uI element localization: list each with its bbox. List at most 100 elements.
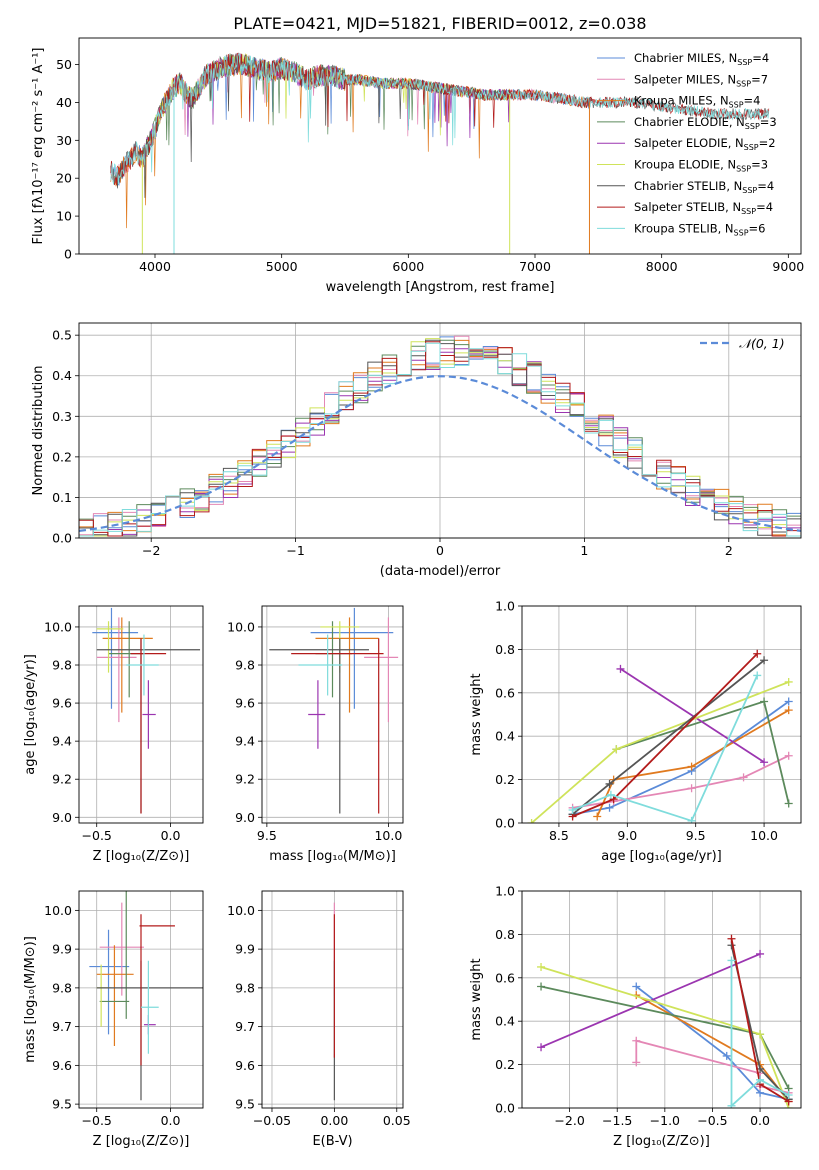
weight-marker (722, 1051, 731, 1060)
x-tick-label: 4000 (139, 259, 171, 274)
x-tick-label: 8000 (646, 259, 678, 274)
y-tick-label: 0.3 (52, 409, 72, 424)
spectrum-line (110, 54, 590, 186)
y-axis-label: mass weight (469, 673, 484, 755)
weight-marker (727, 934, 736, 943)
plot-area (92, 607, 201, 814)
histogram-series (79, 342, 801, 537)
y-tick-label: 10.0 (44, 903, 72, 918)
weight-marker (756, 1075, 765, 1084)
weight-marker (784, 751, 793, 760)
legend-nssp: =3 (751, 158, 768, 172)
legend-subscript: SSP (744, 143, 759, 152)
x-tick-label: 0.00 (320, 1113, 348, 1128)
x-tick-label: 6000 (392, 259, 424, 274)
legend-name: Chabrier STELIB, N (634, 179, 742, 193)
weight-marker (687, 816, 696, 823)
weight-marker (760, 697, 769, 706)
legend-name: Chabrier MILES, N (634, 51, 737, 65)
legend-label: Salpeter STELIB, NSSP=4 (634, 200, 773, 216)
legend-name: Salpeter ELODIE, N (634, 136, 744, 150)
y-axis-label: Normed distribution (31, 366, 46, 496)
weight-marker (784, 677, 793, 686)
weight-marker (527, 819, 536, 823)
y-tick-label: 9.4 (235, 734, 255, 749)
figure-title: PLATE=0421, MJD=51821, FIBERID=0012, z=0… (233, 14, 646, 33)
y-tick-label: 9.6 (235, 1058, 255, 1073)
weight-marker (727, 1101, 736, 1108)
y-tick-label: 0.4 (495, 729, 515, 744)
legend-subscript: SSP (736, 165, 751, 174)
weight-marker (568, 805, 577, 814)
panel-weight-vs-Z: −2.0 −1.5 −1.0 −0.5 0.0 0.0 0.2 0.4 0.6 0.8 1.0 Z [… (469, 884, 802, 1149)
x-tick-label: 0.0 (161, 828, 181, 843)
spectrum-line (110, 52, 770, 185)
legend-nssp: =4 (744, 94, 761, 108)
legend-name: Kroupa ELODIE, N (634, 158, 736, 172)
x-tick-label: 8.5 (549, 828, 569, 843)
legend-name: Chabrier ELODIE, N (634, 115, 745, 129)
x-tick-label: 7000 (519, 259, 551, 274)
y-tick-label: 0.2 (52, 449, 72, 464)
legend-label: Chabrier ELODIE, NSSP=3 (634, 115, 777, 131)
axes-frame (78, 37, 802, 255)
legend-label: Kroupa MILES, NSSP=4 (634, 94, 760, 110)
x-tick-label: −0.5 (82, 1113, 112, 1128)
x-tick-label: 5000 (266, 259, 298, 274)
weight-marker (753, 649, 762, 658)
y-axis-label: mass weight (469, 958, 484, 1040)
y-tick-label: 0.6 (495, 970, 515, 985)
y-tick-label: 9.8 (235, 980, 255, 995)
x-axis-label: age [log₁₀(age/yr)] (601, 849, 722, 864)
legend-nssp: =4 (752, 51, 769, 65)
plot-area (537, 934, 793, 1108)
weight-line (730, 960, 790, 1108)
x-tick-label: −2 (142, 543, 160, 558)
y-tick-label: 0.6 (495, 685, 515, 700)
legend-nssp: =7 (751, 72, 768, 86)
x-tick-label: 0 (436, 543, 444, 558)
y-tick-label: 0.4 (495, 1014, 515, 1029)
weight-line (620, 668, 765, 763)
y-tick-label: 0.0 (495, 1101, 515, 1116)
weight-marker (687, 762, 696, 771)
plot-area (79, 335, 801, 537)
legend-name: Salpeter MILES, N (634, 72, 736, 86)
y-tick-label: 9.8 (52, 658, 72, 673)
legend-name: Kroupa STELIB, N (634, 221, 734, 235)
legend-name: Salpeter STELIB, N (634, 200, 741, 214)
weight-marker (605, 779, 614, 788)
y-tick-label: 0.2 (495, 1057, 515, 1072)
weight-marker (605, 803, 614, 812)
weight-marker (632, 1036, 641, 1045)
x-tick-label: 9.0 (617, 828, 637, 843)
x-tick-label: 10.0 (750, 828, 778, 843)
y-tick-label: 50 (56, 57, 72, 72)
y-tick-label: 9.8 (235, 658, 255, 673)
weight-line (616, 700, 790, 804)
panel-mass-vs-ebv: −0.05 0.00 0.05 9.5 9.6 9.7 9.8 9.9 10.0 E(B-V) (227, 890, 411, 1149)
legend-nssp: =2 (759, 136, 776, 150)
y-tick-label: 9.2 (235, 772, 255, 787)
plot-area (527, 649, 793, 823)
x-tick-label: 10.0 (374, 828, 402, 843)
y-tick-label: 0.1 (52, 490, 72, 505)
legend-label: Salpeter MILES, NSSP=7 (634, 72, 768, 88)
y-tick-label: 0.8 (495, 642, 515, 657)
weight-marker (687, 784, 696, 793)
y-tick-label: 10 (56, 209, 72, 224)
x-axis-label: mass [log₁₀(M/M⊙)] (269, 849, 396, 864)
y-axis-label: mass [log₁₀(M/M⊙)] (23, 936, 38, 1063)
y-tick-label: 10.0 (227, 619, 255, 634)
legend-subscript: SSP (736, 79, 751, 88)
weight-marker (756, 949, 765, 958)
weight-marker (756, 1030, 765, 1039)
legend-subscript: SSP (734, 228, 749, 237)
x-axis-label: E(B-V) (312, 1134, 352, 1149)
axes-frame (521, 890, 802, 1109)
weight-marker (727, 956, 736, 965)
x-tick-label: 0.0 (161, 1113, 181, 1128)
y-tick-label: 30 (56, 133, 72, 148)
weight-marker (593, 812, 602, 821)
